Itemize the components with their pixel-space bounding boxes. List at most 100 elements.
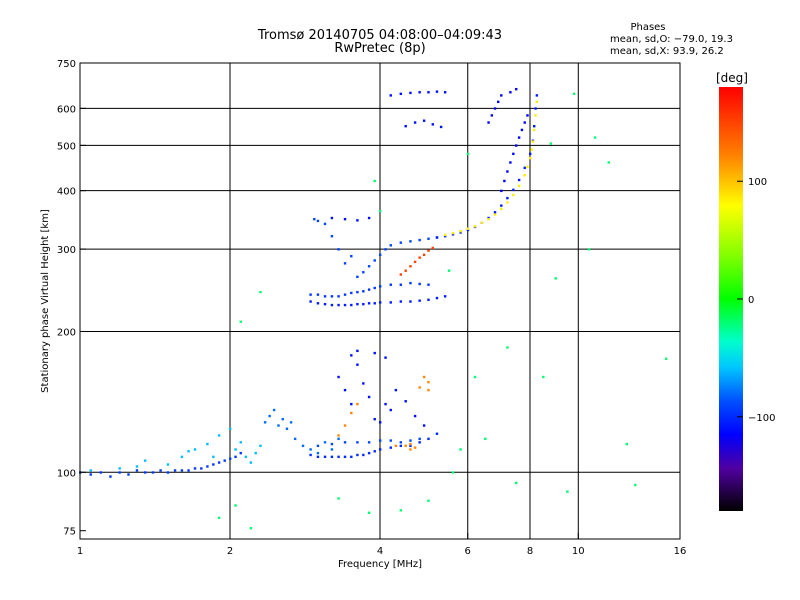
data-point [323,222,327,226]
data-point [379,285,382,288]
data-point [180,455,184,459]
data-point [330,448,334,451]
data-point [389,439,392,442]
data-point [249,461,253,464]
data-point [418,256,421,259]
data-point [373,179,376,183]
data-point [173,469,177,472]
data-point [404,444,407,448]
data-point [515,481,518,485]
data-point [418,238,421,242]
chart-subtitle: RwPretec (8p) [334,41,425,56]
data-point [389,94,392,97]
data-point [384,356,387,359]
data-point [427,388,430,392]
data-point [343,217,347,221]
data-point [234,455,237,459]
data-point [435,432,439,435]
data-point [459,231,462,234]
data-point [399,241,403,244]
data-point [422,253,426,257]
data-point [362,290,365,293]
data-point [399,273,403,276]
data-point [316,455,320,459]
data-point [418,437,421,441]
data-point [367,395,371,399]
data-point [503,179,506,183]
data-point [466,227,470,230]
data-point [187,469,190,472]
data-point [533,124,536,128]
data-point [506,196,509,200]
data-point [316,451,320,455]
data-point [529,156,532,160]
y-axis-label: Stationary phase Virtual Height [km] [40,209,51,393]
data-point [373,302,376,305]
data-point [535,100,539,104]
data-point [431,123,434,126]
data-point [268,414,271,418]
data-point [607,161,610,164]
data-point [212,463,215,466]
data-point [337,455,340,459]
data-point [316,302,320,305]
colorbar-tick-label: −100 [748,413,775,424]
data-point [180,469,184,472]
x-tick-label: 16 [674,546,687,557]
data-point [480,221,484,224]
data-point [443,233,447,237]
x-tick-label: 8 [527,546,533,557]
data-point [413,446,417,449]
data-point [435,296,439,300]
colorbar-tick-label: 0 [748,295,754,306]
data-point [289,421,293,424]
data-point [373,286,376,290]
data-point [542,375,545,379]
data-point [249,527,253,530]
x-tick-label: 4 [377,546,383,557]
data-point [500,94,503,97]
data-point [422,375,426,379]
colorbar-tick-label: 100 [748,177,767,188]
data-point [337,375,340,379]
data-point [367,302,371,305]
data-point [451,471,455,474]
data-point [217,516,221,519]
data-point [535,94,539,97]
data-point [399,441,403,444]
data-point [409,265,412,268]
data-point [323,295,327,298]
data-point [523,166,526,170]
colorbar-ticks: 100 0 −100 [737,177,775,424]
data-point [337,434,340,437]
data-point [389,244,392,247]
data-point [493,107,497,110]
data-point [356,363,359,366]
data-point [234,448,237,451]
data-point [272,408,276,412]
data-point [572,92,576,96]
data-point [515,87,518,91]
data-point [487,121,490,124]
data-point [379,448,382,451]
data-point [399,444,403,448]
data-point [506,346,509,349]
data-point [212,455,215,459]
data-point [512,193,515,197]
data-point [459,448,462,451]
y-tick-label: 75 [63,527,76,538]
data-point [427,499,430,502]
data-point [493,213,497,216]
data-point [409,448,412,451]
data-point [512,152,515,156]
data-point [309,300,312,303]
data-point [529,152,532,156]
data-point [509,161,512,164]
data-point [118,467,121,470]
data-point [418,386,421,389]
data-point [166,463,170,466]
data-point [234,504,237,507]
data-point [356,349,359,353]
data-point [337,248,340,251]
data-point [356,402,359,406]
